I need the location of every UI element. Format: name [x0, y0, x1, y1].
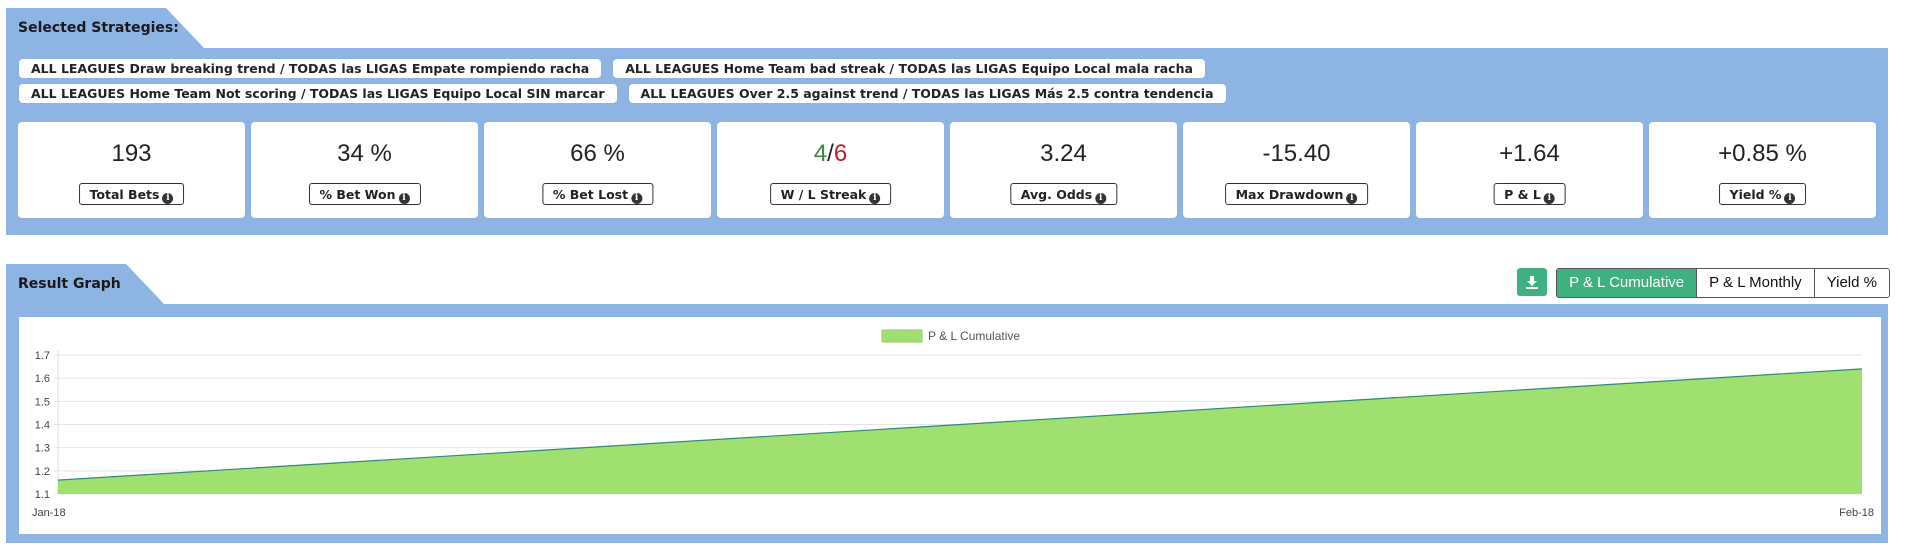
pl-value: +1.64: [1499, 140, 1560, 167]
graph-panel: 1.1 1.2 1.3 1.4 1.5 1.6 1.7 Jan-18 Feb-18 P & L…: [6, 304, 1888, 543]
y-tick-label: 1.6: [35, 373, 50, 385]
x-tick-label: Feb-18: [1839, 507, 1874, 519]
y-axis: 1.1 1.2 1.3 1.4 1.5 1.6 1.7: [35, 350, 59, 501]
strategies-panel: ALL LEAGUES Draw breaking trend / TODAS …: [6, 48, 1888, 235]
legend-label: P & L Cumulative: [928, 329, 1020, 343]
yield-label[interactable]: Yield % i: [1718, 183, 1807, 205]
total-bets-value: 193: [111, 140, 152, 167]
streak-label[interactable]: W / L Streak i: [769, 183, 892, 205]
total-bets-label[interactable]: Total Bets i: [78, 183, 185, 205]
yield-card: +0.85 % Yield % i: [1649, 122, 1876, 218]
chart-series: [57, 368, 1863, 494]
chart-legend: P & L Cumulative: [881, 329, 1020, 343]
section-title: Selected Strategies:: [18, 20, 179, 36]
strategy-pill[interactable]: ALL LEAGUES Draw breaking trend / TODAS …: [19, 59, 602, 78]
strategy-list: ALL LEAGUES Draw breaking trend / TODAS …: [19, 59, 1619, 103]
selected-strategies-tab: Selected Strategies:: [6, 8, 204, 48]
pl-cumulative-chart: 1.1 1.2 1.3 1.4 1.5 1.6 1.7 Jan-18 Feb-18 P & L…: [32, 329, 1874, 519]
info-icon[interactable]: i: [1095, 193, 1107, 204]
bet-lost-value: 66 %: [570, 140, 625, 167]
y-tick-label: 1.7: [35, 350, 50, 362]
graph-mode-toggle: P & L Cumulative P & L Monthly Yield %: [1556, 268, 1890, 298]
y-tick-label: 1.1: [35, 489, 50, 501]
series-line: [57, 368, 1863, 481]
streak-value: 4/6: [717, 140, 944, 168]
yield-button[interactable]: Yield %: [1813, 269, 1889, 297]
result-graph-tab: Result Graph: [6, 264, 164, 304]
avg-odds-card: 3.24 Avg. Odds i: [950, 122, 1177, 218]
x-axis: Jan-18 Feb-18: [32, 507, 1874, 519]
bet-lost-label[interactable]: % Bet Lost i: [541, 183, 654, 205]
info-icon[interactable]: i: [162, 193, 174, 204]
info-icon[interactable]: i: [1346, 193, 1358, 204]
y-tick-label: 1.4: [35, 420, 50, 432]
strategy-pill[interactable]: ALL LEAGUES Home Team bad streak / TODAS…: [613, 59, 1205, 78]
y-tick-label: 1.3: [35, 443, 50, 455]
download-icon: [1526, 276, 1539, 289]
strategy-pill[interactable]: ALL LEAGUES Home Team Not scoring / TODA…: [19, 84, 617, 103]
chart-container: 1.1 1.2 1.3 1.4 1.5 1.6 1.7 Jan-18 Feb-18 P & L…: [19, 317, 1881, 534]
area-fill: [58, 368, 1862, 494]
strategy-pill[interactable]: ALL LEAGUES Over 2.5 against trend / TOD…: [628, 84, 1226, 103]
total-bets-card: 193 Total Bets i: [18, 122, 245, 218]
y-tick-label: 1.2: [35, 466, 50, 478]
streak-wins: 4: [813, 140, 828, 167]
bet-lost-card: 66 % % Bet Lost i: [484, 122, 711, 218]
y-tick-label: 1.5: [35, 396, 50, 408]
bet-won-value: 34 %: [337, 140, 392, 167]
avg-odds-value: 3.24: [1040, 140, 1087, 167]
max-drawdown-label[interactable]: Max Drawdown i: [1224, 183, 1369, 205]
x-tick-label: Jan-18: [32, 507, 66, 519]
streak-card: 4/6 W / L Streak i: [717, 122, 944, 218]
avg-odds-label[interactable]: Avg. Odds i: [1009, 183, 1118, 205]
download-button[interactable]: [1517, 268, 1548, 296]
pl-cumulative-button[interactable]: P & L Cumulative: [1557, 269, 1697, 297]
info-icon[interactable]: i: [1784, 193, 1796, 204]
info-icon[interactable]: i: [398, 193, 410, 204]
info-icon[interactable]: i: [1543, 193, 1555, 204]
max-drawdown-card: -15.40 Max Drawdown i: [1183, 122, 1410, 218]
yield-value: +0.85 %: [1718, 140, 1807, 167]
info-icon[interactable]: i: [869, 193, 881, 204]
max-drawdown-value: -15.40: [1262, 140, 1331, 167]
bet-won-label[interactable]: % Bet Won i: [308, 183, 421, 205]
info-icon[interactable]: i: [631, 193, 643, 204]
streak-losses: 6: [833, 140, 848, 167]
section-title: Result Graph: [18, 276, 121, 292]
graph-toolbar: P & L Cumulative P & L Monthly Yield %: [1517, 268, 1890, 298]
bet-won-card: 34 % % Bet Won i: [251, 122, 478, 218]
streak-separator: /: [827, 140, 834, 167]
pl-monthly-button[interactable]: P & L Monthly: [1696, 269, 1814, 297]
legend-swatch: [881, 329, 923, 343]
stats-cards: 193 Total Bets i 34 % % Bet Won i 66 % % B…: [18, 122, 1876, 218]
